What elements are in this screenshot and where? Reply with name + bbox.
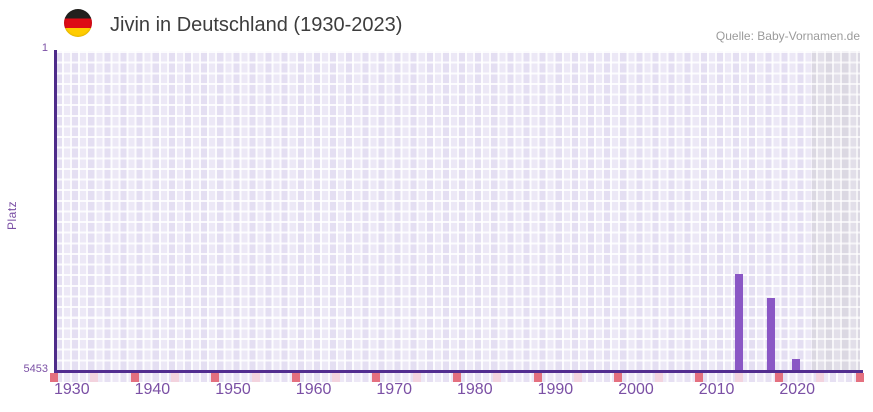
x-tick-label-1960: 1960	[295, 381, 332, 398]
decade-marker-1930	[50, 373, 58, 382]
x-tick-label-1980: 1980	[457, 381, 493, 398]
half-decade-marker-1995	[573, 373, 582, 382]
y-axis-bottom-tick: 5453	[23, 363, 48, 375]
decade-marker-1950	[211, 373, 220, 382]
decade-marker-1960	[291, 373, 300, 382]
plot-grid-background	[57, 51, 860, 370]
half-decade-marker-2025	[815, 373, 824, 382]
half-decade-marker-1935	[90, 373, 99, 382]
decade-marker-2000	[614, 373, 623, 382]
half-decade-marker-1965	[332, 373, 341, 382]
y-axis-top-tick: 1	[41, 42, 48, 54]
bar-year-2019	[767, 297, 776, 370]
decade-marker-2020	[775, 373, 784, 382]
decade-marker-1940	[130, 373, 139, 382]
half-decade-marker-2005	[654, 373, 663, 382]
bar-year-2015	[735, 273, 744, 370]
decade-marker-2010	[694, 373, 703, 382]
decade-marker-1980	[453, 373, 461, 382]
half-decade-marker-2015	[735, 373, 744, 382]
x-tick-label-1940: 1940	[134, 381, 171, 398]
decade-marker-1970	[372, 373, 381, 382]
chart-title: Jivin in Deutschland (1930-2023)	[110, 14, 403, 36]
x-tick-label-2020: 2020	[779, 381, 815, 398]
x-tick-label-2000: 2000	[618, 381, 654, 398]
x-tick-label-1990: 1990	[537, 381, 574, 398]
half-decade-marker-1985	[493, 373, 502, 382]
x-tick-label-2010: 2010	[698, 381, 735, 398]
x-tick-label-1930: 1930	[54, 381, 90, 398]
half-decade-marker-1955	[251, 373, 260, 382]
plot-area: 1930 1940 1950 1960 1970 1980 1990 2000 2010 2020	[50, 50, 864, 398]
decade-marker-1990	[533, 373, 542, 382]
source-attribution: Quelle: Baby-Vornamen.de	[715, 29, 860, 43]
x-tick-label-1950: 1950	[215, 381, 251, 398]
x-axis-line	[54, 370, 863, 373]
half-decade-marker-1945	[170, 373, 179, 382]
x-tick-label-1970: 1970	[376, 381, 412, 398]
y-axis-line	[54, 50, 57, 372]
decade-marker-2030	[856, 373, 864, 382]
german-flag-icon	[64, 9, 92, 37]
future-years-zone	[811, 51, 860, 370]
y-axis-title: Platz	[5, 200, 19, 230]
half-decade-marker-1975	[412, 373, 421, 382]
bar-year-2022	[791, 358, 800, 370]
